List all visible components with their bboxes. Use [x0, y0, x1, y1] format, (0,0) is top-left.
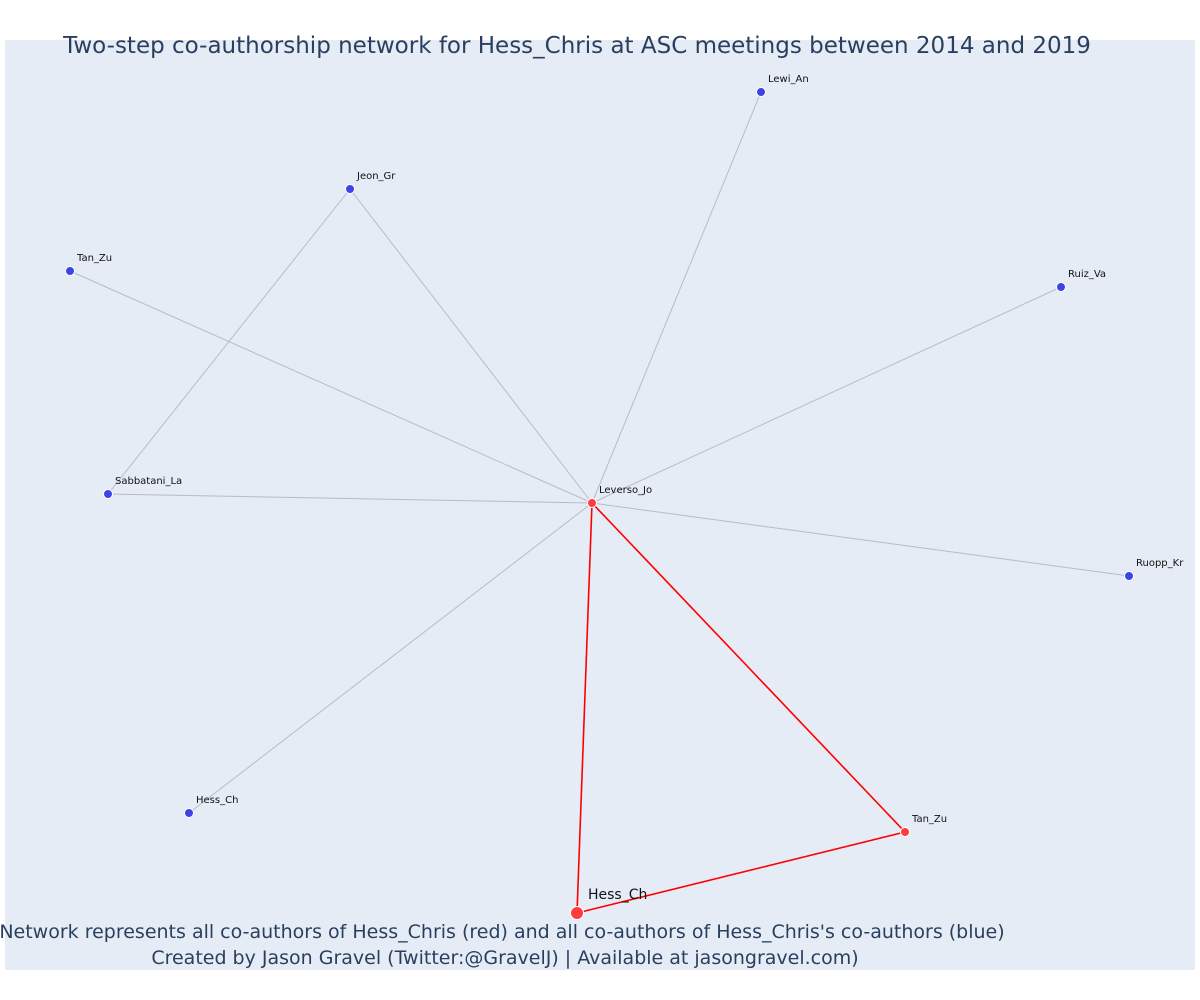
edge-leverso-ruiz	[591, 286, 1062, 504]
node-label-sabbatani: Sabbatani_La	[115, 476, 182, 487]
node-ruopp[interactable]	[1124, 571, 1134, 581]
node-label-ego: Hess_Ch	[588, 887, 647, 903]
edge-leverso-sabbatani	[107, 493, 593, 504]
node-label-ruiz: Ruiz_Va	[1068, 269, 1106, 280]
node-label-jeon: Jeon_Gr	[356, 171, 396, 182]
labels-layer: Hess_Ch Leverso_Jo Tan_Zu Lewi_An Jeon_Gr Tan…	[76, 74, 1184, 903]
edge-leverso-ruopp	[591, 502, 1130, 577]
node-label-hess_blue: Hess_Ch	[196, 795, 238, 806]
caption-line-2: Created by Jason Gravel (Twitter:@Gravel…	[151, 947, 858, 969]
node-label-tan_blue: Tan_Zu	[76, 253, 112, 264]
node-label-leverso: Leverso_Jo	[599, 485, 652, 496]
edge-ego-leverso	[576, 502, 593, 914]
node-leverso[interactable]	[587, 498, 597, 508]
edge-leverso-tan_red	[591, 502, 906, 833]
node-lewi[interactable]	[756, 87, 766, 97]
node-sabbatani[interactable]	[103, 489, 113, 499]
node-tan_red[interactable]	[900, 827, 910, 837]
caption-line-1: Network represents all co-authors of Hes…	[0, 921, 1005, 943]
nodes-layer	[65, 87, 1134, 920]
edge-jeon-sabbatani	[107, 188, 351, 495]
edge-leverso-lewi	[591, 91, 762, 504]
plot-background	[5, 40, 1195, 970]
node-label-lewi: Lewi_An	[768, 74, 809, 85]
node-ego[interactable]	[570, 906, 584, 920]
node-tan_blue[interactable]	[65, 266, 75, 276]
node-hess_blue[interactable]	[184, 808, 194, 818]
edges-layer	[69, 91, 1130, 914]
edge-leverso-tan_blue	[69, 270, 593, 504]
diagram-title: Two-step co-authorship network for Hess_…	[62, 33, 1091, 59]
edge-ego-tan_red	[576, 831, 906, 914]
node-label-tan_red: Tan_Zu	[911, 814, 947, 825]
edge-leverso-jeon	[349, 188, 593, 504]
node-ruiz[interactable]	[1056, 282, 1066, 292]
node-label-ruopp: Ruopp_Kr	[1136, 558, 1184, 569]
edge-leverso-hess_blue	[188, 502, 593, 814]
node-jeon[interactable]	[345, 184, 355, 194]
